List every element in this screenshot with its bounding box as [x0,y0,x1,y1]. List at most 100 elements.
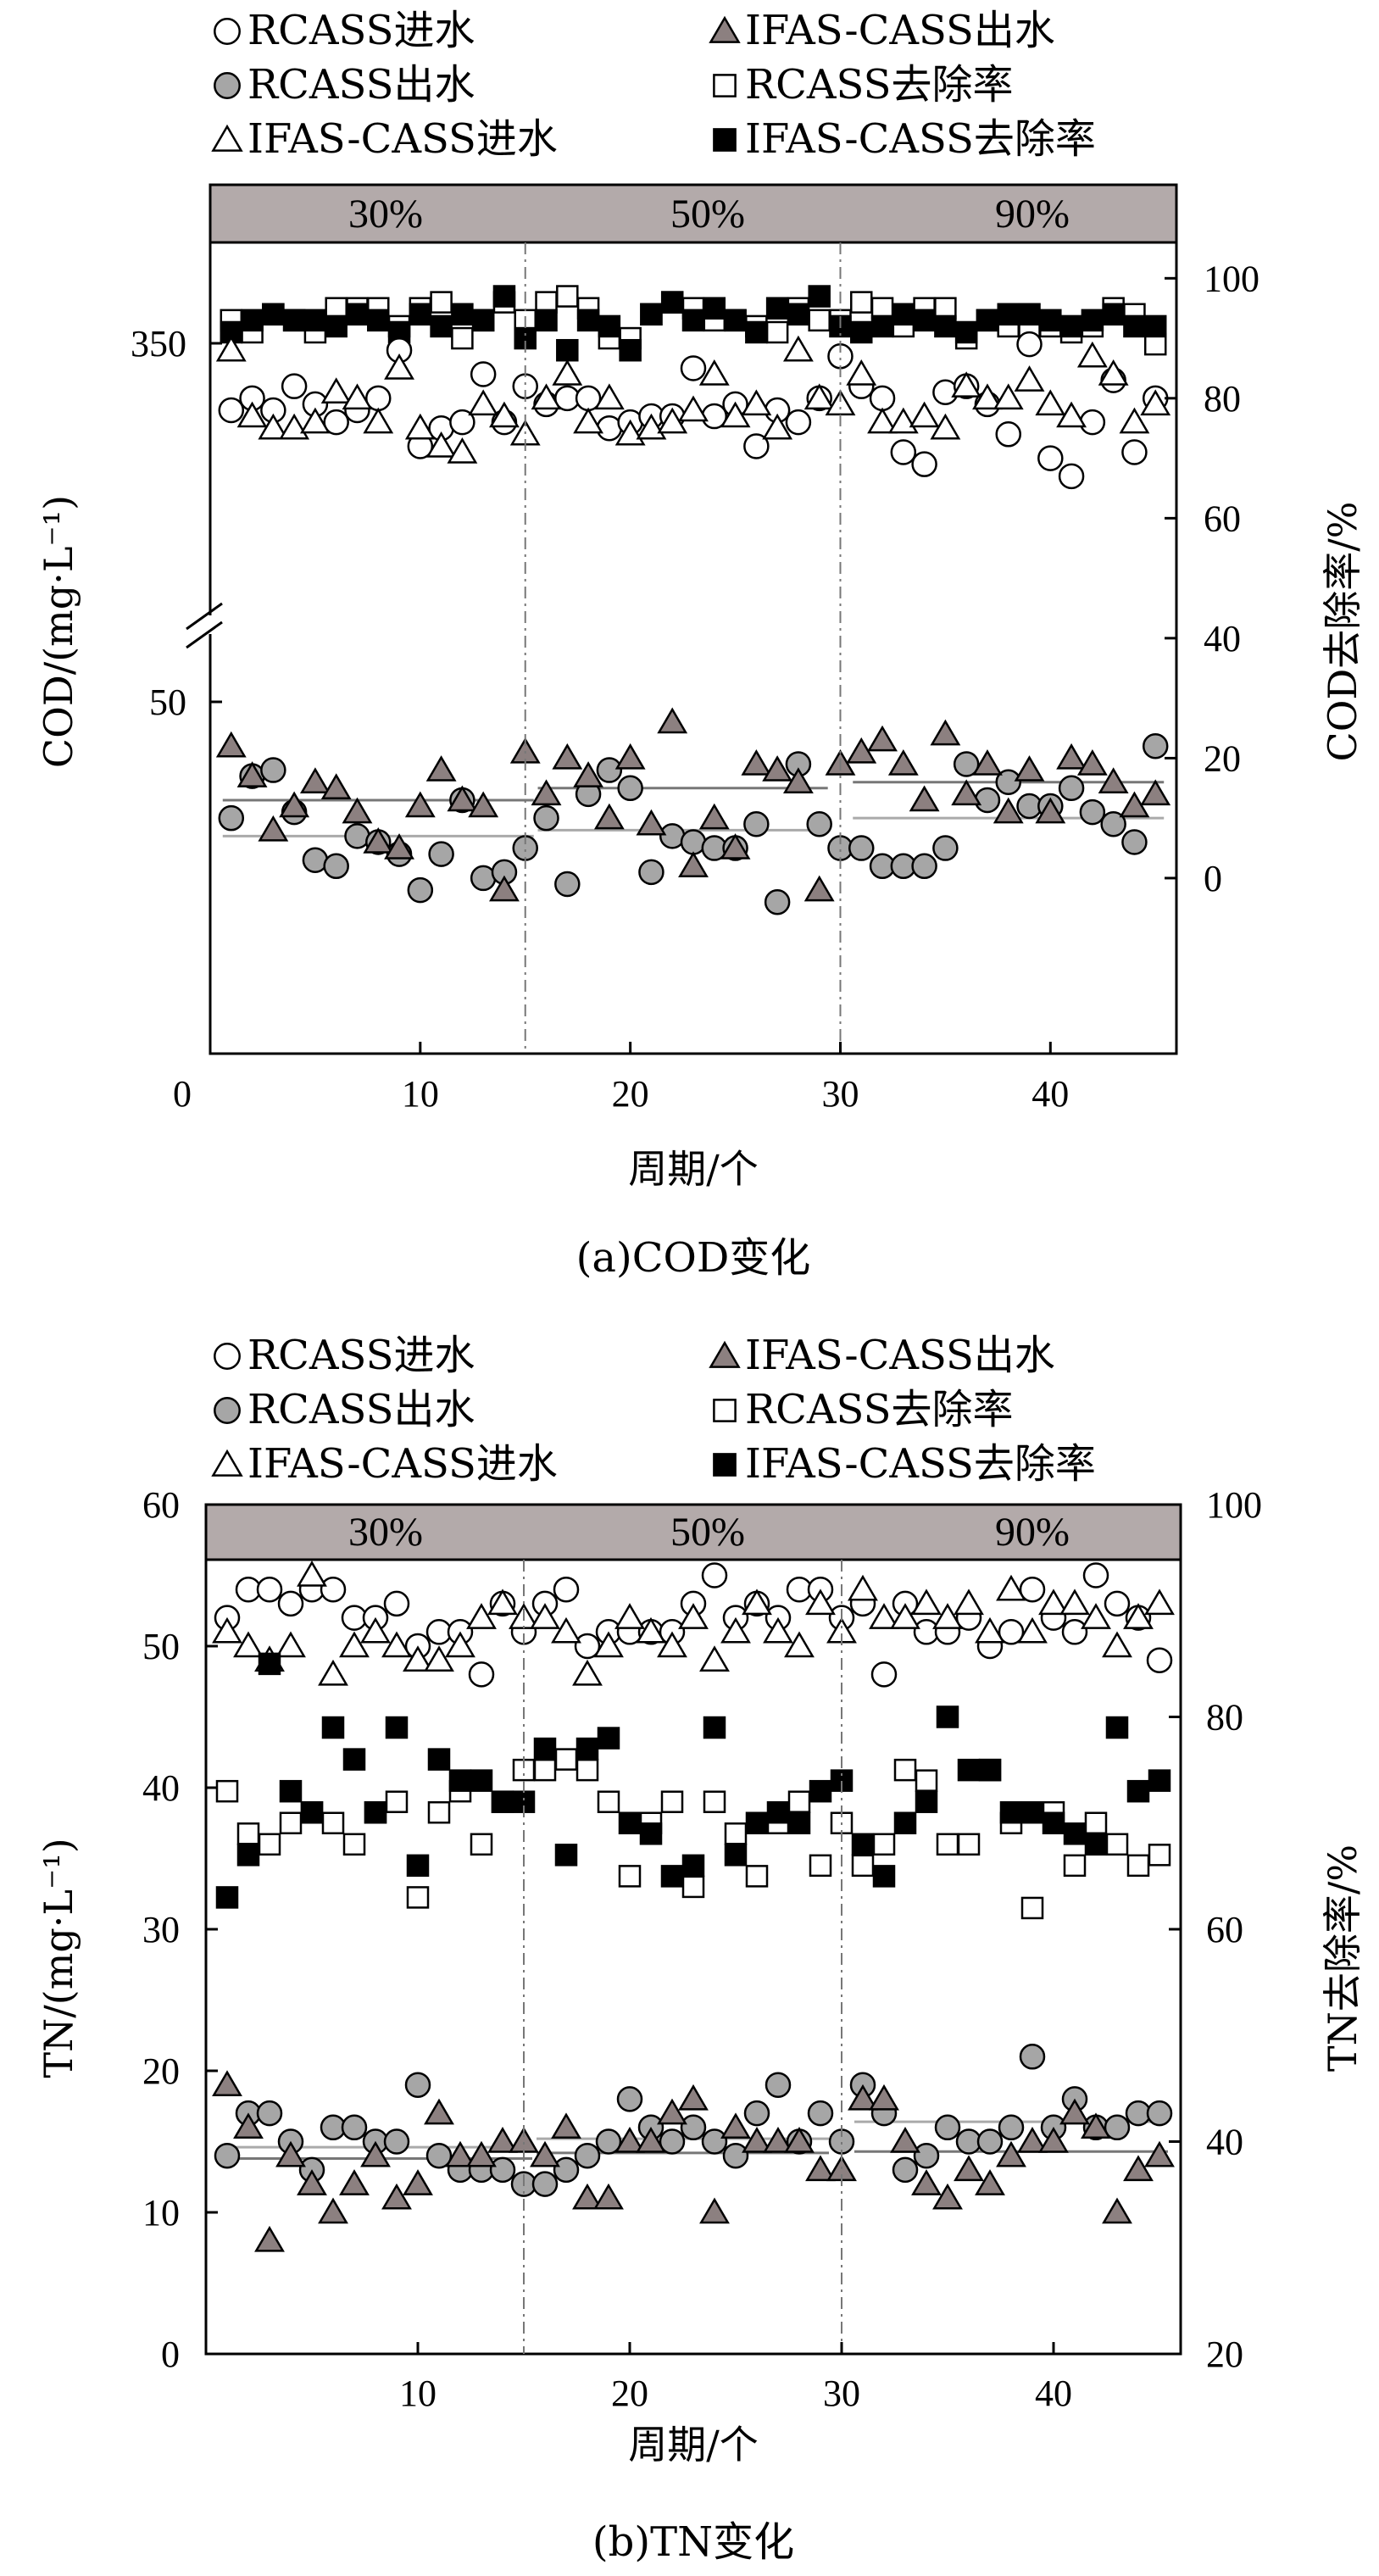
x-tick-label: 30 [821,1073,859,1115]
data-point [890,439,917,465]
legend-marker [713,1453,737,1477]
phase-label: 30% [348,1510,423,1555]
data-point [1058,463,1085,490]
y-left-tick-label: 50 [142,1626,180,1667]
ylabel-left-a: COD/(mg·L⁻¹) [36,495,81,768]
data-point [381,2183,412,2210]
data-point [424,2098,454,2125]
data-point [848,835,875,861]
data-point [678,395,709,422]
y-right-tick-label: 0 [1204,858,1222,899]
data-point [1084,1811,1108,1834]
data-point [993,383,1024,410]
legend-label: IFAS-CASS去除率 [745,115,1096,163]
data-point [212,2070,242,2096]
data-point [254,2225,285,2252]
data-point [1104,2114,1131,2141]
data-point [872,1865,896,1888]
data-point [470,1769,493,1792]
data-point [215,1886,239,1909]
data-point [1079,798,1106,826]
data-point [448,1769,472,1792]
data-point [236,761,268,787]
data-point [763,1616,793,1644]
data-point [323,409,349,436]
phase-label: 50% [670,1510,745,1555]
legend-label: IFAS-CASS进水 [247,115,558,163]
data-point [468,1661,495,1688]
data-point [911,451,937,477]
data-point [765,297,789,320]
data-point [215,731,247,758]
data-point [745,320,768,344]
panel-b-tn: RCASS进水 IFAS-CASS出水 RCASS出水 RCASS去除率 IFAS-CA… [36,1332,1365,2566]
data-point [887,407,919,434]
data-point [1148,1769,1171,1792]
data-point [576,1737,599,1761]
data-point [851,1833,875,1856]
data-point [972,749,1003,776]
data-point [341,2114,368,2141]
legend-label: RCASS进水 [247,1332,475,1379]
data-point [1105,1716,1129,1739]
x-tick-label: 20 [612,1073,649,1115]
data-point [425,2142,453,2169]
y-right-tick-label: 40 [1204,618,1241,659]
data-point [342,1833,366,1856]
data-point [1059,1588,1090,1616]
data-point [535,309,558,332]
data-point [236,1844,260,1867]
data-point [636,809,667,836]
data-point [995,421,1021,448]
data-point [576,309,600,332]
data-point [975,2169,1005,2195]
x-tick-label: 40 [1035,2373,1072,2414]
data-point [258,413,289,440]
data-point [618,1865,642,1888]
data-point [556,285,579,308]
data-point [870,314,894,338]
data-point [533,1758,557,1782]
data-point [339,1631,370,1658]
data-point [236,401,268,428]
data-point [743,810,770,837]
data-point [892,303,915,326]
legend-marker [709,1340,741,1368]
data-point [553,2156,580,2184]
data-point [424,1645,454,1672]
data-point [447,785,478,812]
data-point [427,1748,451,1771]
y-left-tick-label: 10 [142,2192,180,2234]
x-tick-label: 40 [1031,1073,1069,1115]
data-point [281,373,308,399]
data-point [275,2140,306,2167]
data-point [552,359,583,386]
data-point [701,1562,728,1588]
data-point [492,285,516,308]
data-point [466,1603,497,1629]
y-left-tick-label: 350 [131,323,186,364]
data-point [1102,2197,1132,2224]
data-point [1126,1854,1150,1878]
data-point [957,1833,981,1856]
data-point [680,2114,707,2141]
data-point [782,335,814,362]
data-point [554,1844,578,1867]
data-point [572,2183,603,2210]
data-point [470,1833,493,1856]
data-point [1035,797,1066,824]
y-right-tick-label: 20 [1206,2334,1243,2375]
data-point [976,309,999,332]
data-point [745,1811,769,1834]
ylabel-left-b: TN/(mg·L⁻¹) [36,1838,81,2078]
phase-label: 30% [348,192,423,236]
data-point [678,1603,709,1629]
data-point [892,2156,919,2184]
data-point [893,1811,917,1834]
data-point [277,1590,304,1617]
data-point [999,1800,1023,1824]
data-point [825,389,856,416]
data-point [342,1748,366,1771]
data-point [466,2140,497,2167]
data-point [930,719,961,746]
